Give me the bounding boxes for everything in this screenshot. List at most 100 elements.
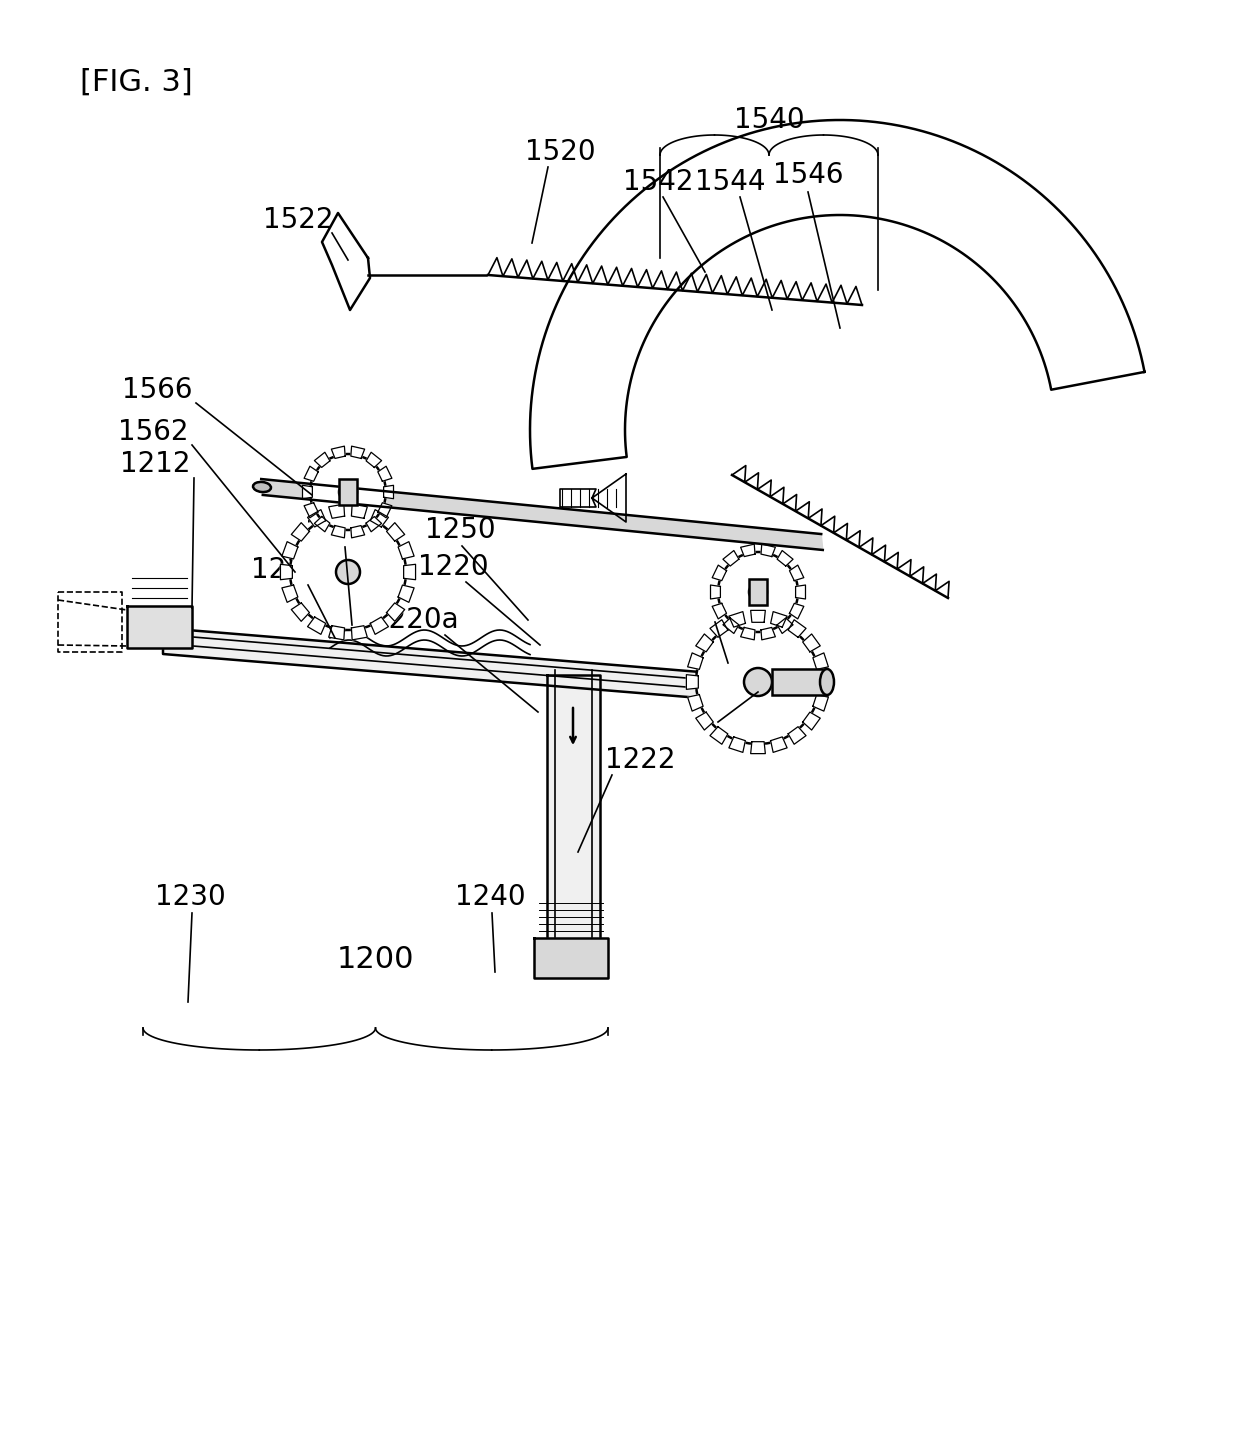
Polygon shape xyxy=(262,480,823,550)
Polygon shape xyxy=(711,620,728,637)
Polygon shape xyxy=(366,453,382,467)
Polygon shape xyxy=(770,611,787,627)
Circle shape xyxy=(336,560,360,584)
Text: 1522: 1522 xyxy=(263,206,334,233)
Polygon shape xyxy=(322,213,370,309)
Polygon shape xyxy=(315,517,330,531)
Polygon shape xyxy=(331,447,345,458)
Bar xyxy=(339,478,357,505)
Polygon shape xyxy=(387,523,404,541)
Polygon shape xyxy=(280,564,293,580)
Polygon shape xyxy=(740,544,755,557)
Text: 1520: 1520 xyxy=(525,137,595,166)
Polygon shape xyxy=(813,653,828,669)
Polygon shape xyxy=(802,634,820,652)
Polygon shape xyxy=(761,627,775,640)
Polygon shape xyxy=(281,586,298,603)
Polygon shape xyxy=(789,620,806,637)
Polygon shape xyxy=(712,603,727,619)
Polygon shape xyxy=(813,695,828,712)
Polygon shape xyxy=(351,447,365,458)
Text: 1250: 1250 xyxy=(424,516,495,544)
Polygon shape xyxy=(281,541,298,558)
Text: 1230: 1230 xyxy=(155,884,226,911)
Polygon shape xyxy=(304,503,319,518)
Text: [FIG. 3]: [FIG. 3] xyxy=(81,67,192,97)
Text: 1220: 1220 xyxy=(418,553,489,581)
Polygon shape xyxy=(331,526,345,538)
Bar xyxy=(749,579,768,604)
Polygon shape xyxy=(378,467,392,481)
Text: 1542: 1542 xyxy=(622,168,693,196)
Polygon shape xyxy=(329,626,345,640)
Text: 1566: 1566 xyxy=(122,377,192,404)
Polygon shape xyxy=(789,726,806,745)
Polygon shape xyxy=(308,510,326,527)
Circle shape xyxy=(744,667,773,696)
Polygon shape xyxy=(777,550,794,566)
Text: 1540: 1540 xyxy=(734,106,805,135)
Polygon shape xyxy=(712,566,727,580)
Polygon shape xyxy=(723,619,739,633)
Polygon shape xyxy=(291,603,310,621)
Polygon shape xyxy=(560,474,626,523)
Polygon shape xyxy=(534,938,608,978)
Polygon shape xyxy=(688,653,703,669)
Polygon shape xyxy=(351,504,367,518)
Text: 1546: 1546 xyxy=(773,160,843,189)
Polygon shape xyxy=(398,541,414,558)
Ellipse shape xyxy=(253,483,272,493)
Polygon shape xyxy=(796,586,806,599)
Ellipse shape xyxy=(820,669,835,695)
Text: 1222: 1222 xyxy=(605,746,676,775)
Polygon shape xyxy=(817,674,830,689)
Polygon shape xyxy=(790,603,804,619)
Polygon shape xyxy=(729,611,745,627)
Circle shape xyxy=(696,620,820,745)
Polygon shape xyxy=(351,626,367,640)
Polygon shape xyxy=(802,712,820,730)
Polygon shape xyxy=(304,467,319,481)
Polygon shape xyxy=(351,526,365,538)
Polygon shape xyxy=(303,485,312,498)
Polygon shape xyxy=(547,674,600,962)
Polygon shape xyxy=(378,503,392,518)
Text: 1240: 1240 xyxy=(455,884,526,911)
Text: 1566: 1566 xyxy=(730,642,801,669)
Polygon shape xyxy=(315,453,330,467)
Text: 1210a: 1210a xyxy=(252,556,339,584)
Polygon shape xyxy=(711,726,728,745)
Polygon shape xyxy=(696,712,713,730)
Polygon shape xyxy=(329,504,345,518)
Polygon shape xyxy=(696,634,713,652)
Polygon shape xyxy=(750,610,765,623)
Text: 1200: 1200 xyxy=(336,945,414,975)
Bar xyxy=(339,478,357,505)
Polygon shape xyxy=(790,566,804,580)
Polygon shape xyxy=(770,737,787,752)
Polygon shape xyxy=(740,627,755,640)
Polygon shape xyxy=(687,674,698,689)
Polygon shape xyxy=(387,603,404,621)
Bar xyxy=(773,669,827,695)
Polygon shape xyxy=(366,517,382,531)
Polygon shape xyxy=(162,629,701,697)
Polygon shape xyxy=(308,617,326,634)
Polygon shape xyxy=(383,485,393,498)
Circle shape xyxy=(749,583,768,601)
Bar xyxy=(773,669,827,695)
Polygon shape xyxy=(126,606,192,649)
Polygon shape xyxy=(291,523,310,541)
Polygon shape xyxy=(777,619,794,633)
Text: 1562: 1562 xyxy=(118,418,188,445)
Polygon shape xyxy=(529,120,1145,468)
Polygon shape xyxy=(688,695,703,712)
Polygon shape xyxy=(750,742,765,753)
Text: 1212: 1212 xyxy=(119,450,190,478)
Polygon shape xyxy=(711,586,720,599)
Circle shape xyxy=(290,514,405,630)
Circle shape xyxy=(339,483,357,501)
Text: 1564: 1564 xyxy=(718,696,789,725)
Polygon shape xyxy=(404,564,415,580)
Polygon shape xyxy=(761,544,775,557)
